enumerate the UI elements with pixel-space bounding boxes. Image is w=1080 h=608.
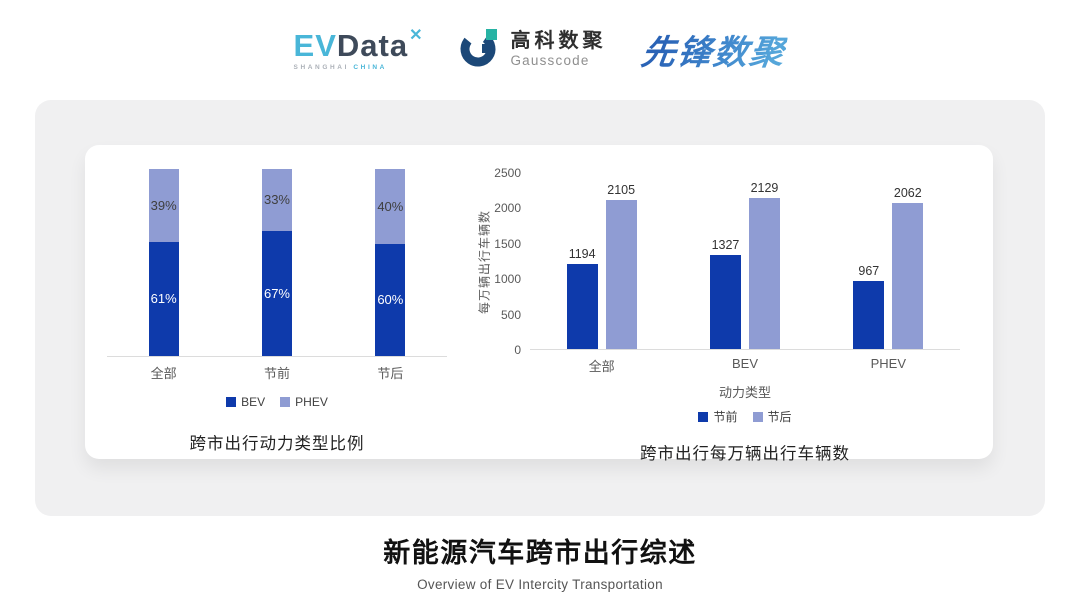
- grouped-bar-chart: 每万辆出行车辆数 0 500 1000 1500 2000 2500 1194 2105 13…: [476, 167, 981, 464]
- evdata-china-text: CHINA: [353, 63, 387, 71]
- gausscode-text: 高科数聚 Gausscode: [510, 30, 606, 68]
- stacked-bar-column: 40% 60%: [334, 169, 447, 356]
- stacked-bar-title: 跨市出行动力类型比例: [189, 435, 365, 453]
- grouped-bar-categories: 全部 BEV PHEV: [530, 356, 960, 375]
- y-tick-label: 2500: [494, 166, 521, 180]
- bar-segment-bev: 67%: [261, 230, 292, 356]
- legend-swatch: [280, 397, 291, 407]
- evdata-data-text: Data: [336, 27, 409, 63]
- category-label: BEV: [731, 356, 758, 371]
- stacked-bar-categories: 全部 节前 节后: [107, 363, 447, 382]
- x-axis-label: 动力类型: [718, 385, 771, 400]
- gausscode-g-icon: [459, 26, 501, 73]
- page-subtitle: Overview of EV Intercity Transportation: [417, 577, 663, 592]
- legend-label: 节后: [767, 410, 792, 424]
- legend-swatch: [752, 411, 763, 422]
- xianfeng-logo: 先锋数聚: [639, 25, 790, 74]
- bar-节前: 1327: [709, 238, 741, 349]
- y-tick-label: 1000: [494, 272, 521, 287]
- bar-group: 1194 2105: [530, 173, 673, 349]
- bar-节前: 1194: [566, 247, 598, 349]
- y-tick-label: 0: [514, 343, 521, 357]
- bar-group: 967 2062: [817, 173, 960, 349]
- legend-swatch: [698, 411, 709, 422]
- y-tick-label: 2000: [494, 201, 521, 216]
- grouped-bar-plot: 1194 2105 1327 2129 967 2062: [530, 173, 960, 350]
- legend-entry: BEV: [226, 395, 265, 409]
- stacked-bar-legend: BEV PHEV: [107, 395, 447, 409]
- gausscode-en-text: Gausscode: [510, 53, 590, 68]
- gausscode-cn-text: 高科数聚: [510, 30, 607, 52]
- category-label: 全部: [588, 359, 615, 374]
- bar-group: 1327 2129: [673, 173, 816, 349]
- charts-card: 39% 61% 33% 67% 40% 60% 全部 节前 节后 BEV PHEV 跨市出行动力…: [85, 145, 993, 463]
- y-tick-label: 1500: [494, 236, 521, 251]
- grouped-bar-plot-row: 每万辆出行车辆数 0 500 1000 1500 2000 2500 1194 2105 13…: [476, 167, 981, 356]
- y-tick-label: 500: [500, 307, 521, 322]
- stacked-bar: 39% 61%: [148, 169, 179, 356]
- legend-entry: 节后: [752, 408, 792, 425]
- bar-节后: 2105: [605, 183, 637, 349]
- stacked-bar: 33% 67%: [261, 169, 292, 356]
- bar-value-label: 1327: [711, 238, 740, 253]
- evdata-wordmark: EVData✕: [293, 26, 424, 63]
- y-axis-ticks: 0 500 1000 1500 2000 2500: [492, 167, 526, 356]
- legend-label: BEV: [241, 395, 266, 409]
- evdata-ev-text: EV: [293, 27, 337, 63]
- category-label: 节前: [263, 366, 290, 381]
- stacked-bar-column: 33% 67%: [220, 169, 333, 356]
- legend-swatch: [226, 397, 237, 407]
- bar-value-label: 2129: [750, 181, 779, 196]
- category-label: 全部: [150, 366, 177, 381]
- bar-value-label: 2062: [893, 186, 922, 201]
- stacked-bar-plot: 39% 61% 33% 67% 40% 60%: [107, 169, 447, 357]
- bar-segment-bev: 60%: [375, 243, 406, 356]
- stacked-bar-chart: 39% 61% 33% 67% 40% 60% 全部 节前 节后 BEV PHEV 跨市出行动力…: [107, 145, 447, 454]
- gausscode-logo: 高科数聚 Gausscode: [459, 26, 606, 73]
- y-axis-label: 每万辆出行车辆数: [477, 209, 492, 314]
- grouped-bar-legend: 节前 节后: [530, 408, 960, 425]
- page-title: 新能源汽车跨市出行综述: [383, 538, 697, 568]
- legend-entry: PHEV: [280, 395, 328, 409]
- legend-entry: 节前: [698, 408, 738, 425]
- bar-segment-phev: 39%: [148, 169, 179, 242]
- bar-节前: 967: [853, 264, 885, 349]
- category-label: PHEV: [870, 356, 907, 371]
- bar-节后: 2062: [892, 186, 924, 349]
- evdata-star-icon: ✕: [409, 26, 424, 44]
- legend-label: PHEV: [295, 395, 328, 409]
- page-footer: 新能源汽车跨市出行综述 Overview of EV Intercity Tra…: [0, 531, 1080, 592]
- bar-value-label: 1194: [568, 247, 596, 262]
- bar-节后: 2129: [748, 181, 780, 349]
- legend-label: 节前: [713, 410, 738, 424]
- bar-segment-phev: 40%: [375, 169, 406, 244]
- bar-segment-phev: 33%: [261, 169, 292, 231]
- charts-panel: 39% 61% 33% 67% 40% 60% 全部 节前 节后 BEV PHEV 跨市出行动力…: [35, 100, 1045, 516]
- category-label: 节后: [377, 366, 404, 381]
- stacked-bar-column: 39% 61%: [107, 169, 220, 356]
- evdata-subtext: SHANGHAI CHINA: [294, 64, 424, 71]
- bar-value-label: 2105: [607, 182, 636, 197]
- logo-header: EVData✕ SHANGHAI CHINA 高科数聚 Gausscode 先锋…: [0, 0, 1080, 98]
- bar-value-label: 967: [858, 263, 880, 278]
- bar-segment-bev: 61%: [148, 241, 179, 356]
- stacked-bar: 40% 60%: [375, 169, 406, 356]
- evdata-logo: EVData✕ SHANGHAI CHINA: [293, 26, 424, 71]
- grouped-bar-title: 跨市出行每万辆出行车辆数: [640, 445, 850, 463]
- evdata-shanghai-text: SHANGHAI: [293, 63, 349, 71]
